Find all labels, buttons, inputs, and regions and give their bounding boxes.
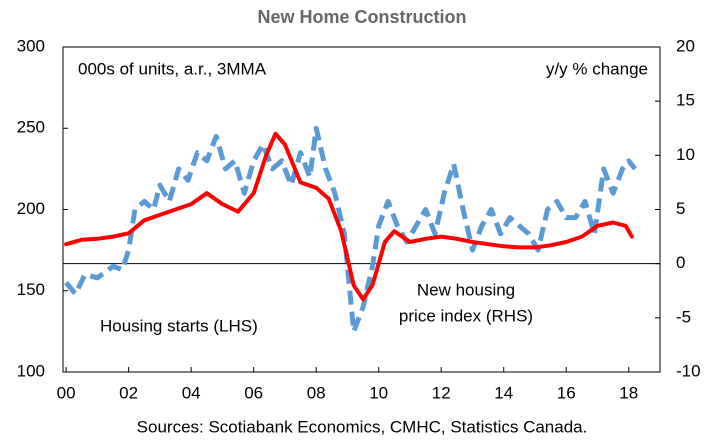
annotation: price index (RHS) (399, 306, 533, 325)
y-tick-label: 150 (17, 280, 45, 299)
series-line (64, 131, 634, 302)
y2-tick-label: 15 (676, 91, 695, 110)
series-line (64, 125, 637, 334)
x-tick-label: 08 (307, 383, 326, 402)
y2-tick-label: -5 (676, 307, 691, 326)
annotation: y/y % change (546, 59, 648, 78)
annotation: Housing starts (LHS) (100, 316, 258, 335)
chart-title: New Home Construction (257, 7, 466, 27)
y2-tick-label: 5 (676, 199, 685, 218)
y2-tick-label: 10 (676, 145, 695, 164)
x-tick-label: 18 (619, 383, 638, 402)
y-tick-label: 250 (17, 118, 45, 137)
y-tick-label: 100 (17, 361, 45, 380)
y-tick-label: 300 (17, 36, 45, 55)
annotation: 000s of units, a.r., 3MMA (78, 59, 267, 78)
x-tick-label: 00 (57, 383, 76, 402)
x-tick-label: 10 (369, 383, 388, 402)
y2-tick-label: -10 (676, 361, 701, 380)
y2-tick-label: 20 (676, 36, 695, 55)
source: Sources: Scotiabank Economics, CMHC, Sta… (137, 417, 588, 436)
x-tick-label: 04 (182, 383, 201, 402)
x-tick-label: 02 (119, 383, 138, 402)
x-tick-label: 12 (432, 383, 451, 402)
annotation: New housing (417, 280, 515, 299)
x-tick-label: 16 (557, 383, 576, 402)
x-tick-label: 06 (244, 383, 263, 402)
x-tick-label: 14 (494, 383, 513, 402)
y2-tick-label: 0 (676, 253, 685, 272)
y-tick-label: 200 (17, 199, 45, 218)
